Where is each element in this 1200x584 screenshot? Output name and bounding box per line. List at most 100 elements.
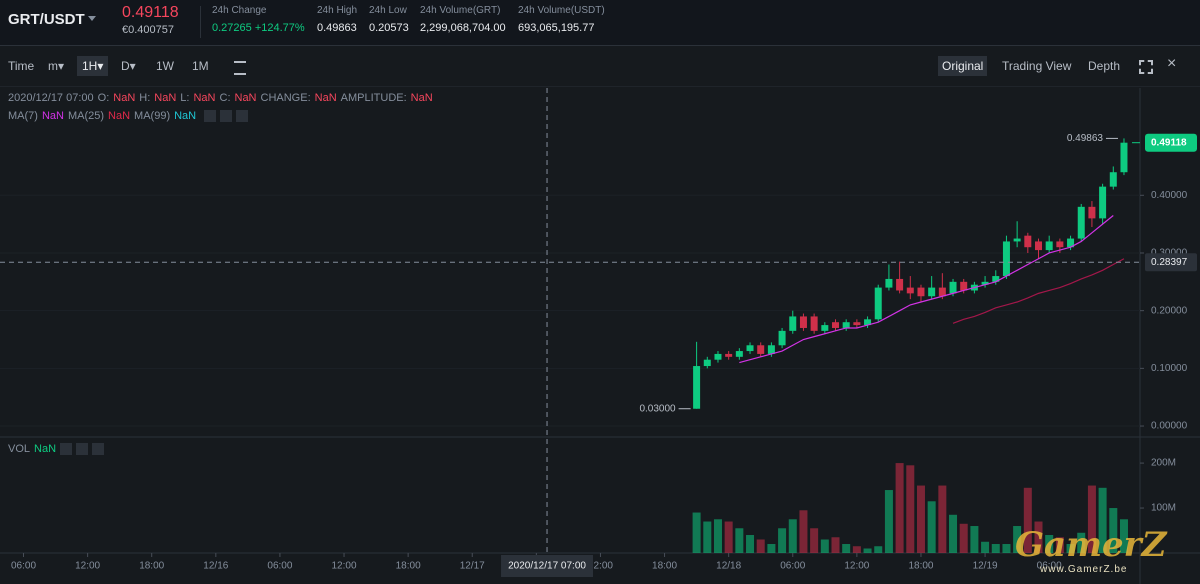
ma-value: NaN bbox=[41, 110, 64, 122]
candle-body bbox=[1077, 206, 1085, 239]
stat: 24h Low 0.20573 bbox=[369, 5, 409, 34]
stat: 24h Volume(USDT) 693,065,195.77 bbox=[518, 5, 605, 34]
vol-legend: VOL NaN bbox=[8, 443, 105, 456]
candle-body bbox=[1099, 186, 1107, 219]
toolbar-item[interactable]: D▾ bbox=[121, 59, 136, 73]
legend-label: H: bbox=[139, 92, 151, 104]
candle-body bbox=[842, 322, 850, 328]
watermark: GamerZ bbox=[1015, 525, 1167, 565]
candle-body bbox=[864, 319, 872, 326]
y-tick-label: 0.30000 bbox=[1151, 248, 1188, 259]
ma-label: MA(7) bbox=[8, 110, 38, 122]
volume-bar bbox=[767, 544, 776, 553]
settings-icon[interactable] bbox=[220, 110, 233, 123]
legend-label: AMPLITUDE: bbox=[340, 92, 407, 104]
eye-icon[interactable] bbox=[204, 110, 217, 123]
candle-body bbox=[1024, 235, 1032, 248]
candle-body bbox=[767, 345, 775, 354]
volume-bar bbox=[692, 512, 701, 553]
candle-body bbox=[703, 359, 711, 367]
ma-value: NaN bbox=[174, 110, 197, 122]
toolbar-item[interactable]: 1H▾ bbox=[77, 56, 109, 76]
volume-bar bbox=[842, 544, 851, 553]
x-tick-label: 12/16 bbox=[203, 561, 228, 572]
toolbar-item[interactable]: 1M bbox=[192, 59, 209, 73]
candle-body bbox=[799, 316, 807, 328]
volume-bar bbox=[831, 537, 840, 553]
toolbar-item[interactable]: Original bbox=[938, 56, 988, 76]
stat-value: 0.49863 bbox=[317, 22, 357, 34]
volume-bar bbox=[949, 514, 958, 553]
volume-bar bbox=[1013, 526, 1022, 553]
eye-icon[interactable] bbox=[60, 443, 73, 456]
volume-bar bbox=[788, 519, 797, 553]
vol-value: NaN bbox=[34, 443, 57, 455]
candle-body bbox=[917, 287, 925, 297]
x-tick-label: 12:00 bbox=[75, 561, 100, 572]
watermark-url: www.GamerZ.be bbox=[1040, 564, 1128, 575]
candle-body bbox=[821, 325, 829, 331]
toolbar-item[interactable]: m▾ bbox=[48, 59, 65, 73]
close-icon[interactable] bbox=[236, 110, 249, 123]
crosshair-x-label: 2020/12/17 07:00 bbox=[508, 561, 586, 572]
ma-line bbox=[952, 258, 1125, 324]
volume-bar bbox=[1034, 521, 1043, 553]
volume-bar bbox=[1098, 487, 1107, 553]
y-tick-label: 0.00000 bbox=[1151, 421, 1188, 432]
pair[interactable]: GRT/USDT bbox=[8, 11, 85, 28]
volume-bar bbox=[852, 546, 861, 553]
candle-body bbox=[1013, 238, 1021, 242]
y-tick-label: 0.20000 bbox=[1151, 305, 1188, 316]
candle-body bbox=[853, 322, 861, 326]
candle-body bbox=[714, 353, 722, 360]
annotation-label: 0.49863 bbox=[1067, 133, 1104, 144]
legend-value: NaN bbox=[113, 92, 136, 104]
toolbar-item: Time bbox=[8, 59, 35, 73]
close-icon[interactable] bbox=[92, 443, 105, 456]
x-tick-label: 18:00 bbox=[908, 561, 933, 572]
ma-value: NaN bbox=[108, 110, 131, 122]
candle-body bbox=[928, 287, 936, 297]
toolbar-item[interactable]: Trading View bbox=[1002, 59, 1072, 73]
candle-body bbox=[949, 281, 957, 294]
legend-value: NaN bbox=[234, 92, 257, 104]
toolbar-item[interactable]: 1W bbox=[156, 59, 174, 73]
price-eur: €0.400757 bbox=[122, 24, 174, 36]
fullscreen-icon[interactable] bbox=[1139, 60, 1153, 74]
y-tick-label: 0.10000 bbox=[1151, 363, 1188, 374]
stat-label: 24h Volume(USDT) bbox=[518, 5, 605, 16]
volume-bar bbox=[938, 485, 947, 553]
candle-body bbox=[906, 287, 914, 294]
x-tick-label: 12/19 bbox=[973, 561, 998, 572]
volume-bar bbox=[746, 535, 755, 553]
stat-value: 2,299,068,704.00 bbox=[420, 22, 506, 34]
settings-icon[interactable] bbox=[76, 443, 89, 456]
candle-body bbox=[981, 281, 989, 285]
y-tick-label: 200M bbox=[1151, 458, 1176, 469]
candle-body bbox=[735, 351, 743, 357]
volume-bar bbox=[724, 521, 733, 553]
close-icon[interactable]: × bbox=[1167, 55, 1177, 72]
x-tick-label: 06:00 bbox=[267, 561, 292, 572]
toolbar-item[interactable]: Depth bbox=[1088, 59, 1121, 73]
volume-bar bbox=[884, 490, 893, 553]
crosshair-x-box bbox=[501, 555, 594, 577]
volume-bar bbox=[991, 544, 1000, 553]
candle-body bbox=[693, 366, 701, 409]
volume-bar bbox=[906, 465, 915, 553]
last-price-label: 0.49118 bbox=[1151, 137, 1187, 148]
y-tick-label: 100M bbox=[1151, 503, 1176, 514]
pair-caret[interactable] bbox=[88, 16, 96, 25]
volume-bar bbox=[895, 463, 904, 553]
x-tick-label: 18:00 bbox=[396, 561, 421, 572]
divider bbox=[200, 6, 201, 38]
candle-body bbox=[778, 330, 786, 346]
legend-value: NaN bbox=[154, 92, 177, 104]
y-tick-label: 0.40000 bbox=[1151, 190, 1188, 201]
volume-bar bbox=[1087, 485, 1096, 553]
volume-bar bbox=[863, 548, 872, 553]
volume-bar bbox=[874, 546, 883, 553]
candle-body bbox=[896, 278, 904, 291]
settings-icon[interactable] bbox=[234, 61, 246, 75]
legend-label: C: bbox=[219, 92, 231, 104]
